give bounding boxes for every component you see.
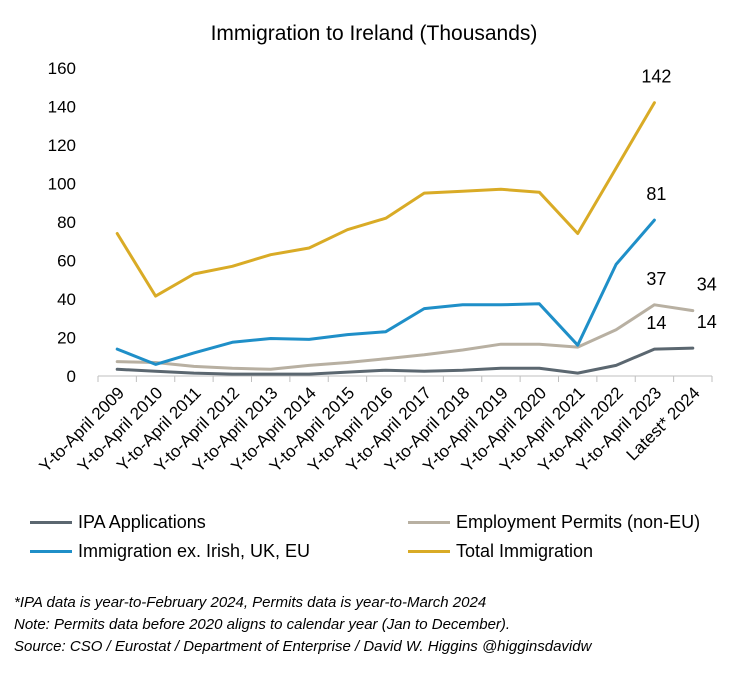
- legend-label: IPA Applications: [78, 512, 206, 532]
- data-label: 37: [646, 269, 666, 289]
- data-label: 142: [641, 67, 671, 87]
- legend-swatch: [30, 550, 72, 553]
- series-line-immigration-ex-irish-uk-eu: [115, 218, 656, 366]
- legend-label: Immigration ex. Irish, UK, EU: [78, 541, 311, 561]
- y-tick-label: 20: [57, 329, 76, 348]
- legend-item-immigration-ex: Immigration ex. Irish, UK, EU: [30, 541, 310, 562]
- footnote-permits: Note: Permits data before 2020 aligns to…: [14, 616, 511, 633]
- y-tick-label: 80: [57, 213, 76, 232]
- series-lines: [115, 101, 695, 376]
- y-tick-label: 0: [67, 367, 76, 386]
- footnotes: *IPA data is year-to-February 2024, Perm…: [14, 592, 591, 658]
- data-label: 81: [646, 184, 666, 204]
- y-tick-label: 40: [57, 290, 76, 309]
- chart-title: Immigration to Ireland (Thousands): [211, 22, 538, 45]
- data-labels: 14 14 37 34 81 142: [641, 67, 716, 333]
- legend-item-permits: Employment Permits (non-EU): [408, 512, 700, 533]
- y-tick-label: 120: [48, 136, 76, 155]
- y-tick-label: 100: [48, 175, 76, 194]
- data-label: 14: [646, 313, 666, 333]
- legend-swatch: [30, 521, 72, 524]
- series-line-ipa-applications: [115, 346, 695, 376]
- legend-label: Employment Permits (non-EU): [456, 512, 701, 532]
- y-tick-label: 60: [57, 252, 76, 271]
- chart: Immigration to Ireland (Thousands) 0 20 40…: [36, 22, 717, 476]
- footnote-ipa: *IPA data is year-to-February 2024, Perm…: [14, 594, 487, 611]
- y-tick-label: 140: [48, 98, 76, 117]
- legend-swatch: [408, 521, 450, 524]
- legend-item-total: Total Immigration: [408, 541, 593, 562]
- legend-swatch: [408, 550, 450, 553]
- y-tick-label: 160: [48, 59, 76, 78]
- y-axis: 0 20 40 60 80 100 120 140 160: [48, 59, 76, 386]
- legend-item-ipa: IPA Applications: [30, 512, 206, 533]
- series-line-employment-permits-non-eu: [115, 303, 695, 371]
- data-label: 14: [697, 312, 717, 332]
- legend-label: Total Immigration: [456, 541, 594, 561]
- data-label: 34: [697, 275, 717, 295]
- series-line-total-immigration: [115, 101, 656, 298]
- footnote-source: Source: CSO / Eurostat / Department of E…: [14, 638, 592, 655]
